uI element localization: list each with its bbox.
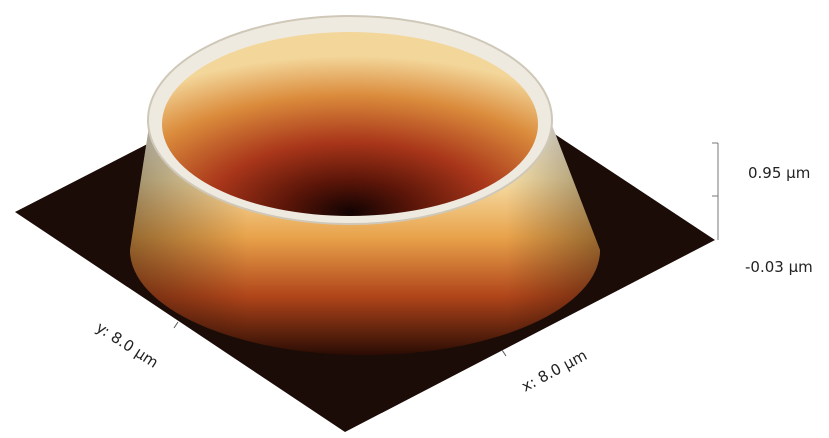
tick bbox=[502, 350, 506, 356]
z-max-label: 0.95 µm bbox=[748, 164, 810, 182]
tick bbox=[174, 322, 178, 328]
afm-3d-view: y: 8.0 µm x: 8.0 µm 0.95 µm -0.03 µm bbox=[0, 0, 829, 438]
z-min-label: -0.03 µm bbox=[745, 258, 813, 276]
x-axis-label: x: 8.0 µm bbox=[518, 346, 590, 395]
y-axis-label: y: 8.0 µm bbox=[93, 318, 162, 371]
crater-bowl bbox=[162, 32, 538, 216]
